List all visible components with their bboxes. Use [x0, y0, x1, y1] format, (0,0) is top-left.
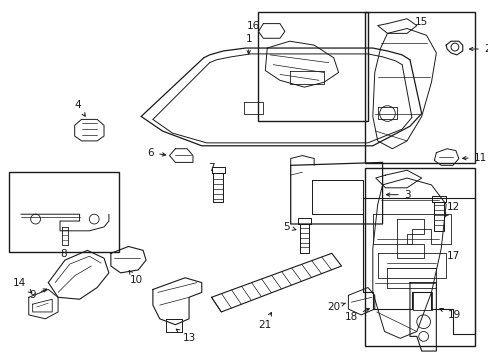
- Bar: [258, 12, 367, 121]
- Text: 20: 20: [326, 302, 345, 312]
- Text: 14: 14: [12, 278, 32, 293]
- Bar: [412, 292, 431, 310]
- Text: 18: 18: [344, 309, 368, 322]
- Text: 5: 5: [283, 222, 295, 232]
- Text: 6: 6: [147, 148, 165, 158]
- Text: 12: 12: [444, 202, 459, 216]
- Text: 8: 8: [61, 249, 67, 259]
- Text: 21: 21: [258, 312, 271, 330]
- Text: 17: 17: [446, 251, 459, 261]
- Text: 4: 4: [74, 100, 85, 116]
- Text: 2: 2: [468, 44, 488, 54]
- Text: 11: 11: [462, 153, 486, 162]
- Bar: [364, 168, 474, 346]
- Text: 13: 13: [176, 329, 195, 343]
- Text: 9: 9: [29, 289, 47, 300]
- Text: 10: 10: [129, 271, 142, 285]
- Bar: [364, 12, 474, 163]
- Text: 7: 7: [208, 163, 214, 173]
- Bar: [9, 172, 119, 252]
- Text: 15: 15: [414, 17, 427, 27]
- Text: 19: 19: [439, 309, 460, 320]
- Text: 16: 16: [246, 21, 260, 31]
- Text: 3: 3: [386, 190, 409, 200]
- Text: 1: 1: [245, 34, 251, 54]
